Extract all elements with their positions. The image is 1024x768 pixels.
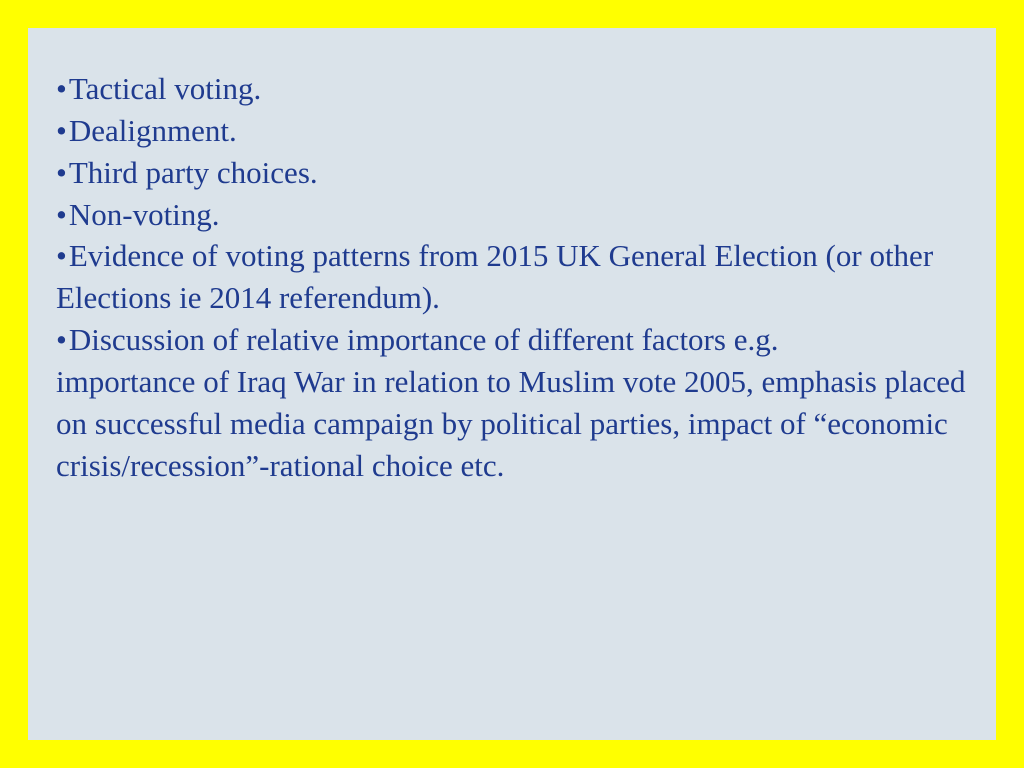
- bullet-item-3: Third party choices.: [56, 152, 968, 194]
- continuation-line-2: importance of Iraq War in relation to Mu…: [56, 361, 968, 487]
- bullet-item-2: Dealignment.: [56, 110, 968, 152]
- continuation-line-1: Elections ie 2014 referendum).: [56, 277, 968, 319]
- bullet-item-4: Non-voting.: [56, 194, 968, 236]
- bullet-item-1: Tactical voting.: [56, 68, 968, 110]
- bullet-item-5: Evidence of voting patterns from 2015 UK…: [56, 235, 968, 277]
- slide-content: Tactical voting. Dealignment. Third part…: [28, 28, 996, 740]
- bullet-item-6: Discussion of relative importance of dif…: [56, 319, 968, 361]
